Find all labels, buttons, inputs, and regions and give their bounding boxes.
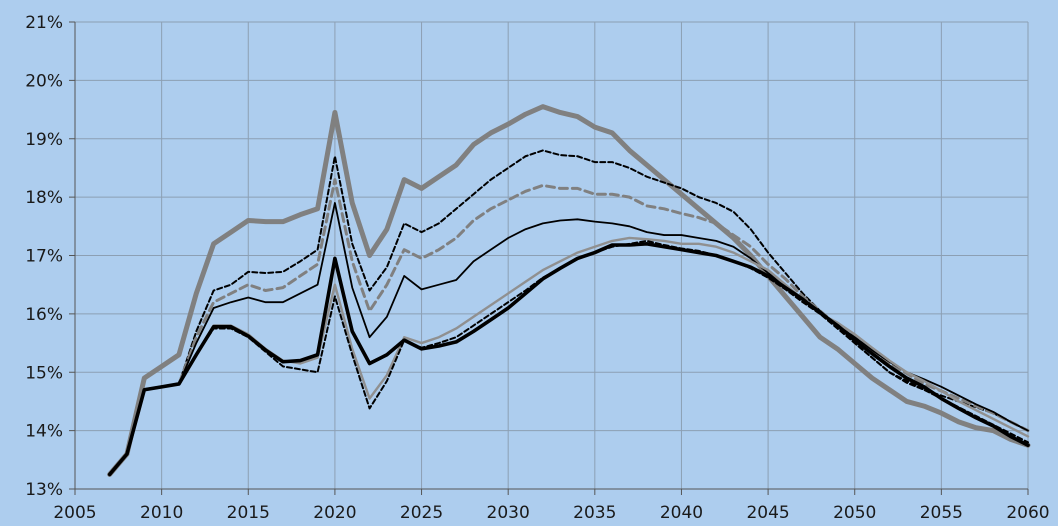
x-tick-label: 2035 bbox=[573, 503, 616, 523]
x-tick-label: 2055 bbox=[920, 503, 963, 523]
y-tick-label: 15% bbox=[25, 363, 63, 383]
series-line-dashed-black-2 bbox=[108, 239, 1029, 476]
grid-lines bbox=[74, 21, 1029, 490]
y-tick-label: 16% bbox=[25, 305, 63, 325]
x-tick-label: 2060 bbox=[1006, 503, 1049, 523]
tick-labels: 13% 14% 15% 16% 17% 18% 19% 20% 21% 2005 2010 2015 2… bbox=[25, 13, 1049, 523]
x-tick-label: 2050 bbox=[833, 503, 876, 523]
x-tick-label: 2020 bbox=[313, 503, 356, 523]
axes bbox=[69, 21, 1029, 495]
y-tick-label: 19% bbox=[25, 130, 63, 150]
x-tick-label: 2040 bbox=[660, 503, 703, 523]
x-tick-label: 2030 bbox=[487, 503, 530, 523]
y-tick-label: 17% bbox=[25, 247, 63, 267]
y-tick-label: 14% bbox=[25, 422, 63, 442]
x-tick-label: 2010 bbox=[140, 503, 183, 523]
series-line-dashed-black bbox=[108, 149, 1029, 476]
series-line-thin-black bbox=[108, 202, 1029, 476]
x-tick-label: 2015 bbox=[227, 503, 270, 523]
series-line-thick-gray bbox=[107, 104, 1031, 477]
x-tick-label: 2045 bbox=[746, 503, 789, 523]
series-line-thick-black bbox=[107, 242, 1030, 477]
series-group bbox=[107, 104, 1031, 477]
y-tick-label: 18% bbox=[25, 188, 63, 208]
y-tick-label: 13% bbox=[25, 480, 63, 500]
x-tick-label: 2005 bbox=[53, 503, 96, 523]
y-tick-label: 21% bbox=[25, 13, 63, 33]
x-tick-label: 2025 bbox=[400, 503, 443, 523]
y-tick-label: 20% bbox=[25, 71, 63, 91]
